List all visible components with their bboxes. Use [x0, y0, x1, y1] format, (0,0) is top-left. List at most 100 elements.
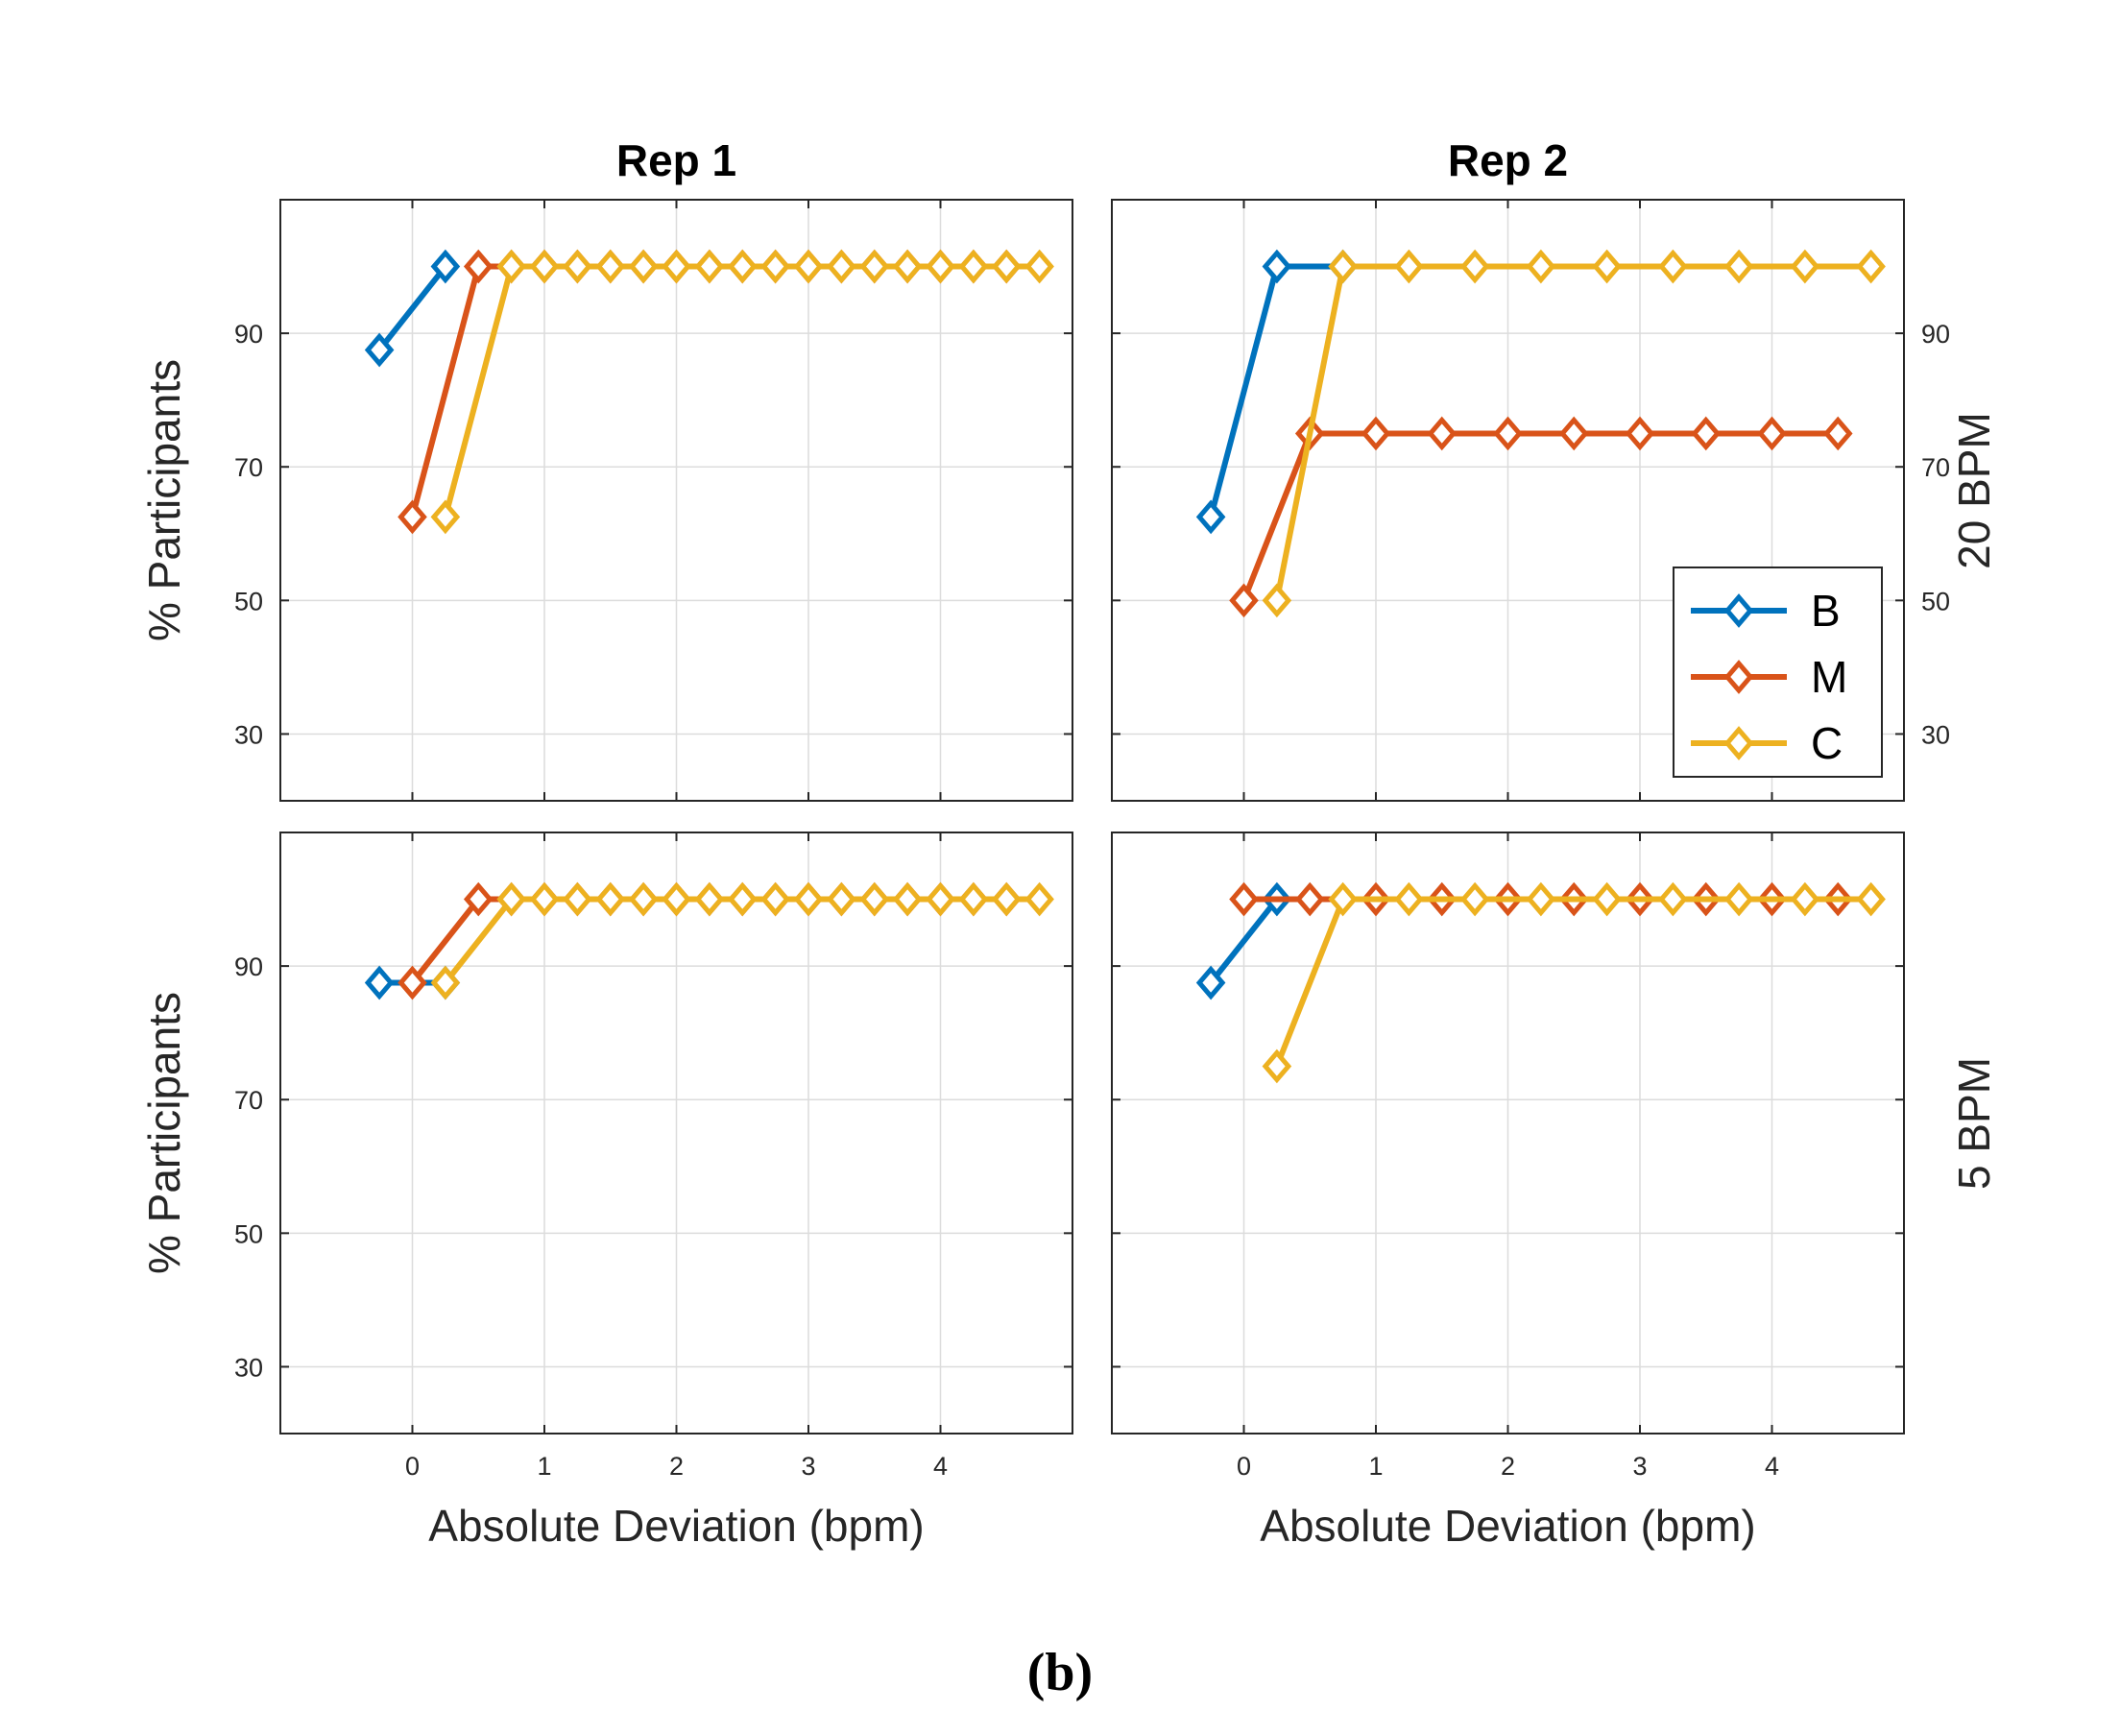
data-point-M — [1361, 416, 1391, 451]
data-point-C — [727, 881, 758, 917]
panel-title: Rep 1 — [616, 135, 736, 185]
panel-1: 30 50 70 90 Rep 1 % Participants — [139, 135, 1073, 802]
row-label: 5 BPM — [1949, 1057, 1999, 1190]
data-point-C — [529, 881, 560, 917]
panel-title: Rep 2 — [1448, 135, 1568, 185]
x-axis-label: Absolute Deviation (bpm) — [1260, 1501, 1755, 1551]
legend-label-M: M — [1811, 652, 1847, 702]
data-point-M — [1493, 416, 1523, 451]
data-point-C — [892, 249, 923, 284]
y-tick-label: 50 — [1921, 587, 1950, 615]
data-point-B — [430, 249, 461, 284]
data-point-M — [398, 965, 427, 1001]
series-line-C — [1274, 896, 1871, 1068]
data-point-C — [1658, 249, 1688, 284]
series-B — [1195, 249, 1358, 535]
data-point-C — [1328, 249, 1358, 284]
x-tick-label: 4 — [1765, 1452, 1779, 1481]
data-point-C — [662, 881, 691, 917]
data-point-C — [793, 249, 824, 284]
series-B — [1195, 881, 1292, 1001]
data-point-M — [463, 249, 494, 284]
data-point-C — [760, 249, 790, 284]
data-point-C — [496, 249, 526, 284]
y-tick-label: 30 — [234, 720, 263, 749]
series-M — [1229, 416, 1853, 618]
data-point-C — [1459, 881, 1490, 917]
y-tick-label: 90 — [234, 320, 263, 349]
grid — [280, 832, 1072, 1434]
y-tick-label: 30 — [1921, 720, 1950, 749]
data-point-M — [1625, 416, 1655, 451]
row-label: 20 BPM — [1949, 412, 1999, 569]
data-point-M — [398, 499, 427, 535]
panel-4: 0 1 2 3 4 Absolute Deviation (bpm) 5 BPM — [1111, 832, 1999, 1551]
data-point-C — [926, 249, 955, 284]
data-point-C — [859, 881, 890, 917]
data-point-C — [1658, 881, 1688, 917]
data-point-C — [827, 881, 856, 917]
data-point-C — [1526, 881, 1556, 917]
legend-marker-M — [1723, 660, 1754, 694]
data-point-M — [1229, 881, 1259, 917]
data-point-C — [991, 249, 1022, 284]
data-point-C — [1394, 881, 1424, 917]
data-point-C — [1024, 881, 1054, 917]
series-C — [1262, 881, 1886, 1084]
data-point-B — [1195, 499, 1226, 535]
series-C — [1262, 249, 1886, 618]
series-C — [430, 249, 1054, 535]
grid — [1112, 832, 1904, 1434]
x-tick-label: 3 — [1632, 1452, 1647, 1481]
data-point-M — [463, 881, 494, 917]
y-tick-label: 90 — [234, 952, 263, 981]
data-point-C — [926, 881, 955, 917]
x-tick-label: 4 — [933, 1452, 948, 1481]
legend-marker-C — [1723, 726, 1754, 760]
legend-marker-B — [1723, 593, 1754, 628]
legend: BMC — [1673, 567, 1883, 778]
data-point-C — [529, 249, 560, 284]
data-point-C — [892, 881, 923, 917]
data-point-C — [628, 881, 659, 917]
data-point-C — [1024, 249, 1054, 284]
data-point-C — [1856, 881, 1886, 917]
data-point-C — [760, 881, 790, 917]
data-point-C — [1790, 249, 1820, 284]
legend-label-C: C — [1811, 718, 1843, 768]
data-point-C — [662, 249, 691, 284]
data-point-C — [563, 249, 592, 284]
series-line-C — [442, 263, 1040, 518]
data-point-C — [595, 881, 626, 917]
x-tick-label: 2 — [1501, 1452, 1515, 1481]
data-point-M — [1757, 416, 1787, 451]
data-point-C — [694, 249, 725, 284]
data-point-M — [1558, 416, 1589, 451]
panel-2: 30 50 70 90 Rep 2 20 BPM BMC — [1111, 135, 1999, 802]
data-point-C — [1459, 249, 1490, 284]
data-point-B — [1262, 249, 1292, 284]
x-tick-label: 1 — [537, 1452, 551, 1481]
y-tick-label: 70 — [1921, 453, 1950, 482]
data-point-B — [364, 332, 395, 368]
data-point-M — [1427, 416, 1458, 451]
series-line-B — [376, 264, 448, 352]
data-point-C — [859, 249, 890, 284]
x-axis-label: Absolute Deviation (bpm) — [428, 1501, 924, 1551]
series-line-M — [1241, 430, 1839, 602]
data-point-C — [1526, 249, 1556, 284]
y-tick-label: 50 — [234, 1219, 263, 1248]
series-C — [430, 881, 1054, 1001]
data-point-C — [1262, 583, 1292, 618]
x-tick-label: 0 — [405, 1452, 420, 1481]
data-point-C — [1723, 881, 1754, 917]
data-point-C — [1394, 249, 1424, 284]
data-point-C — [827, 249, 856, 284]
data-point-C — [958, 881, 989, 917]
grid — [280, 200, 1072, 801]
y-tick-label: 70 — [234, 453, 263, 482]
y-tick-label: 30 — [234, 1353, 263, 1382]
data-point-C — [1262, 1049, 1292, 1084]
series-line-B — [1208, 897, 1280, 985]
x-tick-label: 0 — [1237, 1452, 1251, 1481]
